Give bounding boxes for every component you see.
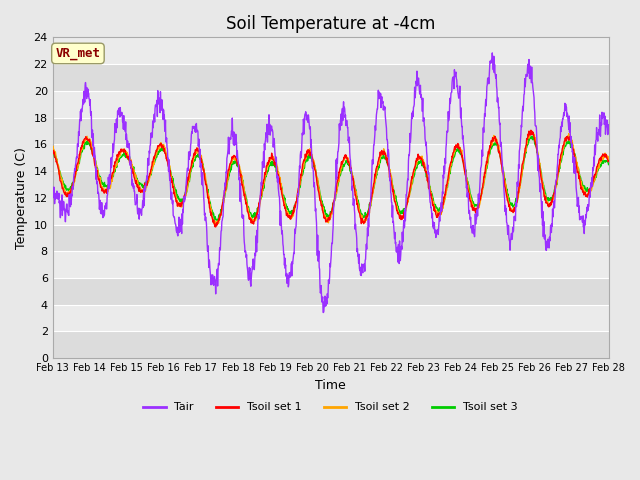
Bar: [52, 171, 609, 198]
Text: VR_met: VR_met: [56, 47, 100, 60]
Bar: [52, 251, 609, 278]
Bar: [52, 278, 609, 305]
Bar: [52, 37, 609, 64]
Bar: [52, 64, 609, 91]
Bar: [52, 305, 609, 332]
Bar: [52, 118, 609, 144]
Bar: [52, 198, 609, 225]
Legend: Tair, Tsoil set 1, Tsoil set 2, Tsoil set 3: Tair, Tsoil set 1, Tsoil set 2, Tsoil se…: [139, 398, 522, 417]
Bar: [52, 91, 609, 118]
Bar: [52, 144, 609, 171]
Bar: [52, 332, 609, 358]
Title: Soil Temperature at -4cm: Soil Temperature at -4cm: [226, 15, 435, 33]
X-axis label: Time: Time: [316, 379, 346, 392]
Y-axis label: Temperature (C): Temperature (C): [15, 147, 28, 249]
Bar: [52, 225, 609, 251]
